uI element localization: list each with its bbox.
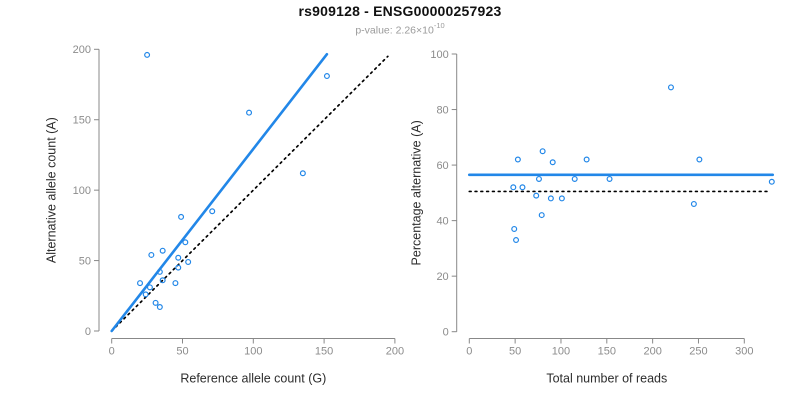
data-point xyxy=(323,73,330,80)
data-point xyxy=(511,225,518,232)
svg-text:50: 50 xyxy=(176,346,188,358)
fit-line xyxy=(110,52,329,333)
data-point xyxy=(209,208,216,215)
data-point xyxy=(606,175,613,182)
pvalue-exponent: -10 xyxy=(433,21,445,30)
data-point xyxy=(558,195,565,202)
data-point xyxy=(178,213,185,220)
svg-text:Alternative allele count (A): Alternative allele count (A) xyxy=(45,117,59,263)
svg-text:20: 20 xyxy=(436,271,448,283)
pvalue-text: p-value: 2.26×10 xyxy=(355,24,434,37)
data-point xyxy=(137,280,144,287)
svg-text:Reference allele count (G): Reference allele count (G) xyxy=(180,372,326,386)
svg-text:100: 100 xyxy=(73,185,91,197)
svg-text:50: 50 xyxy=(509,346,521,358)
svg-text:150: 150 xyxy=(315,346,333,358)
svg-text:0: 0 xyxy=(466,346,472,358)
svg-text:50: 50 xyxy=(79,255,91,267)
svg-text:200: 200 xyxy=(386,346,404,358)
data-point xyxy=(185,258,192,265)
panel-allele-counts: 0 50 100 150 200 0 50 100 150 200 Reference allele… xyxy=(45,44,405,385)
svg-text:40: 40 xyxy=(436,215,448,227)
svg-text:100: 100 xyxy=(430,49,448,61)
data-point xyxy=(667,84,674,91)
data-point xyxy=(696,156,703,163)
svg-text:80: 80 xyxy=(436,104,448,116)
data-point xyxy=(547,195,554,202)
data-point xyxy=(146,284,153,291)
data-point xyxy=(175,254,182,261)
data-point xyxy=(175,264,182,271)
figure-subtitle: p-value: 2.26×10-10 xyxy=(0,21,800,37)
figure-title: rs909128 - ENSG00000257923 xyxy=(298,3,502,19)
svg-text:300: 300 xyxy=(735,346,753,358)
data-point xyxy=(571,175,578,182)
data-point xyxy=(152,299,159,306)
svg-text:0: 0 xyxy=(85,326,91,338)
data-point xyxy=(513,237,520,244)
data-point xyxy=(156,304,163,311)
data-point xyxy=(510,184,517,191)
data-point xyxy=(690,200,697,207)
svg-text:0: 0 xyxy=(443,327,449,339)
data-point xyxy=(299,170,306,177)
panel-percentage-vs-reads: 0 20 40 60 80 100 0 50 100 150 200 250 300 Total numb… xyxy=(410,49,775,386)
svg-text:200: 200 xyxy=(73,44,91,56)
data-point xyxy=(142,291,149,298)
data-point xyxy=(172,280,179,287)
svg-text:100: 100 xyxy=(552,346,570,358)
data-point xyxy=(538,212,545,219)
data-point xyxy=(533,192,540,199)
data-point xyxy=(583,156,590,163)
svg-text:60: 60 xyxy=(436,160,448,172)
svg-text:250: 250 xyxy=(689,346,707,358)
data-point xyxy=(159,247,166,254)
data-point xyxy=(514,156,521,163)
data-point xyxy=(549,159,556,166)
svg-text:150: 150 xyxy=(73,115,91,127)
data-point xyxy=(246,109,253,116)
data-point xyxy=(159,277,166,284)
data-point xyxy=(144,51,151,58)
svg-text:200: 200 xyxy=(643,346,661,358)
svg-text:Percentage alternative (A): Percentage alternative (A) xyxy=(410,120,424,265)
data-point xyxy=(768,178,775,185)
data-point xyxy=(535,175,542,182)
data-point xyxy=(519,184,526,191)
svg-text:150: 150 xyxy=(598,346,616,358)
data-point xyxy=(539,148,546,155)
identity-line xyxy=(110,55,389,332)
svg-text:Total number of reads: Total number of reads xyxy=(546,372,667,386)
data-point xyxy=(182,239,189,246)
data-point xyxy=(148,251,155,258)
svg-text:100: 100 xyxy=(244,346,262,358)
svg-text:0: 0 xyxy=(109,346,115,358)
data-point xyxy=(156,268,163,275)
